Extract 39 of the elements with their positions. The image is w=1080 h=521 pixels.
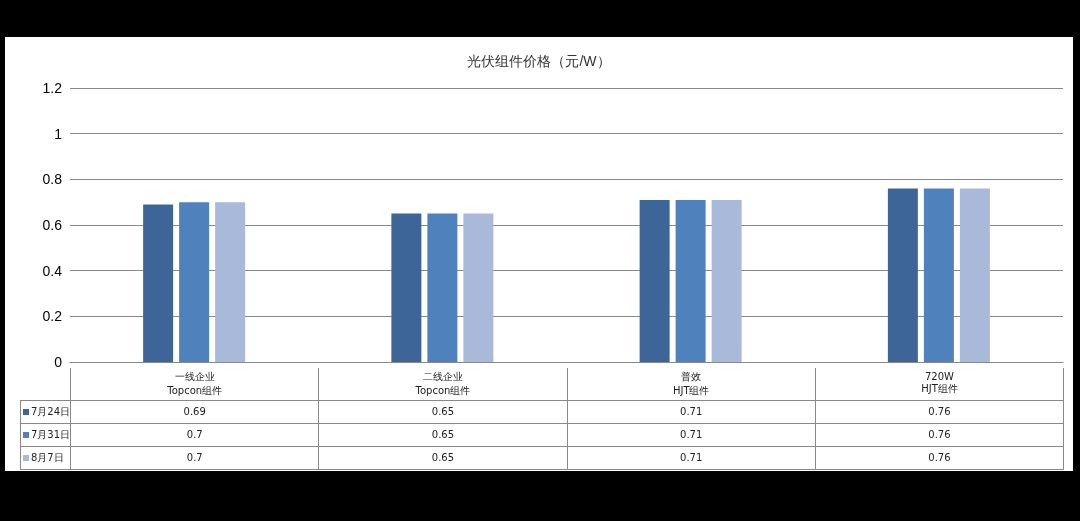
bar bbox=[179, 202, 210, 362]
data-label: 0.65 bbox=[318, 400, 568, 423]
y-tick-label: 0.6 bbox=[42, 217, 63, 233]
y-tick-label: 0.8 bbox=[42, 171, 63, 188]
x-tick-label: 普效 HJT组件 bbox=[567, 368, 816, 400]
bar bbox=[391, 213, 422, 362]
bar bbox=[215, 202, 246, 362]
legend-label: 8月7日 bbox=[20, 446, 71, 469]
bar bbox=[923, 188, 954, 362]
legend-label: 7月24日 bbox=[20, 400, 71, 423]
y-tick-label: 0.2 bbox=[42, 308, 63, 325]
y-tick-label: 0 bbox=[54, 354, 63, 370]
bar bbox=[143, 204, 174, 362]
y-tick-label: 1 bbox=[54, 125, 63, 142]
data-label: 0.76 bbox=[815, 400, 1064, 423]
chart-title: 光伏组件价格（元/W） bbox=[467, 53, 611, 69]
data-label: 0.7 bbox=[70, 446, 319, 469]
data-label: 0.65 bbox=[318, 423, 568, 446]
y-tick-label: 0.4 bbox=[42, 262, 63, 279]
data-label: 0.71 bbox=[567, 423, 816, 446]
bar bbox=[639, 199, 670, 362]
y-tick-label: 1.2 bbox=[42, 80, 63, 96]
bar bbox=[675, 199, 706, 362]
bar bbox=[463, 213, 494, 362]
data-label: 0.76 bbox=[815, 446, 1064, 469]
bar bbox=[711, 199, 742, 362]
bar bbox=[959, 188, 990, 362]
bar bbox=[887, 188, 918, 362]
legend-label: 7月31日 bbox=[20, 423, 71, 446]
x-tick-label: 二线企业 Topcon组件 bbox=[318, 368, 568, 400]
x-tick-label: 720W HJT组件 bbox=[815, 368, 1064, 400]
data-label: 0.65 bbox=[318, 446, 568, 469]
data-label: 0.71 bbox=[567, 446, 816, 469]
x-tick-label: 一线企业 Topcon组件 bbox=[70, 368, 319, 400]
data-label: 0.71 bbox=[567, 400, 816, 423]
data-label: 0.69 bbox=[70, 400, 319, 423]
bar bbox=[427, 213, 458, 362]
data-label: 0.76 bbox=[815, 423, 1064, 446]
data-label: 0.7 bbox=[70, 423, 319, 446]
